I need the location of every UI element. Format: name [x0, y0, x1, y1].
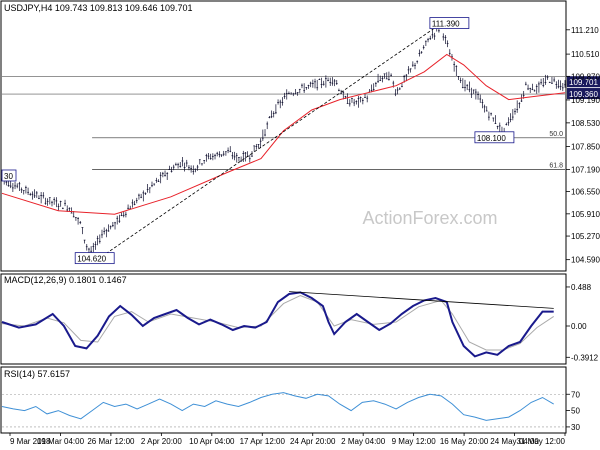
price-y-tick-label: 106.550: [571, 188, 600, 197]
price-y-tick-label: 111.210: [571, 26, 599, 35]
price-label-box: [429, 17, 470, 29]
x-tick-label: 9 Mar 2018: [10, 437, 51, 446]
rsi-y-tick-label: 30: [571, 423, 580, 432]
fibonacci-label: 61.8: [549, 162, 563, 169]
price-y-tick-label: 109.870: [571, 72, 600, 81]
moving-average-line: [1, 53, 566, 215]
macd-divergence-line: [289, 291, 554, 309]
macd-y-tick-label: -0.3912: [571, 353, 599, 362]
price-panel: USDJPY,H4 109.743 109.813 109.646 109.70…: [0, 0, 600, 272]
price-y-tick-label: 109.190: [571, 96, 600, 105]
macd-series: [1, 291, 554, 358]
current-price-tag: [567, 88, 600, 100]
x-tick-label: 10 Apr 04:00: [189, 437, 235, 446]
rsi-panel-frame: [0, 366, 567, 434]
price-y-tick-label: 110.510: [571, 50, 600, 59]
price-label-text: 111.390: [432, 20, 460, 29]
price-label-box: [74, 252, 115, 265]
price-y-tick-label: 105.910: [571, 210, 600, 219]
price-y-tick-label: 108.530: [571, 119, 600, 128]
x-tick-label: 2 Apr 20:00: [141, 437, 182, 446]
macd-line: [1, 291, 554, 358]
price-label-text: 104.620: [77, 255, 106, 264]
current-price-tag: [567, 76, 600, 88]
signal-line: [1, 295, 554, 351]
current-price-tag-text: 109.701: [569, 78, 598, 87]
x-tick-label: 26 Mar 12:00: [87, 437, 135, 446]
macd-y-tick-label: 0.00: [571, 322, 587, 331]
price-y-axis: 104.590 105.270 105.910 106.550 107.190 107.8…: [566, 26, 600, 265]
rsi-y-axis: 70 50 30: [566, 390, 580, 432]
current-price-tag-text: 109.360: [569, 90, 598, 99]
macd-panel-frame: [0, 273, 567, 365]
price-panel-frame: [0, 0, 567, 272]
rsi-panel-header: RSI(14) 57.6157: [4, 369, 70, 379]
macd-panel-header: MACD(12,26,9) 0.1801 0.1467: [4, 275, 127, 285]
x-tick-label: 9 May 12:00: [392, 437, 437, 446]
macd-y-axis: 0.488 0.00 -0.3912: [566, 283, 599, 362]
x-tick-label: 16 May 20:00: [440, 437, 489, 446]
x-tick-label: 17 Apr 12:00: [240, 437, 286, 446]
rsi-y-tick-label: 50: [571, 407, 580, 416]
price-y-tick-label: 107.190: [571, 165, 600, 174]
price-label-box: [474, 131, 515, 144]
rsi-panel: RSI(14) 57.6157 70 50 30: [0, 366, 580, 434]
x-tick-label: 24 May 04:00: [490, 437, 539, 446]
watermark-text: ActionForex.com: [362, 208, 497, 228]
x-tick-label: 2 May 04:00: [341, 437, 386, 446]
x-tick-label: 24 Apr 20:00: [290, 437, 336, 446]
price-y-tick-label: 105.270: [571, 232, 600, 241]
x-tick-label: 31 May 12:00: [517, 437, 566, 446]
price-y-tick-label: 107.850: [571, 142, 600, 151]
price-labels: 111.390 108.100 104.620 30 109.701 109.360: [1, 17, 600, 265]
rsi-line: [1, 392, 554, 421]
rsi-series: [1, 392, 554, 421]
price-y-tick-label: 104.590: [571, 256, 600, 265]
rsi-level-lines: [2, 393, 565, 428]
price-label-text: 30: [4, 172, 13, 181]
rsi-y-tick-label: 70: [571, 390, 580, 399]
price-label-text: 108.100: [477, 134, 506, 143]
price-panel-header: USDJPY,H4 109.743 109.813 109.646 109.70…: [4, 3, 193, 13]
macd-panel: MACD(12,26,9) 0.1801 0.1467 0.488 0.00 -0.…: [0, 273, 599, 365]
x-tick-label: 19 Mar 04:00: [37, 437, 85, 446]
price-label-box: [1, 169, 17, 182]
fibonacci-label: 50.0: [549, 131, 563, 138]
trendline: [97, 23, 442, 260]
macd-y-tick-label: 0.488: [571, 283, 592, 292]
